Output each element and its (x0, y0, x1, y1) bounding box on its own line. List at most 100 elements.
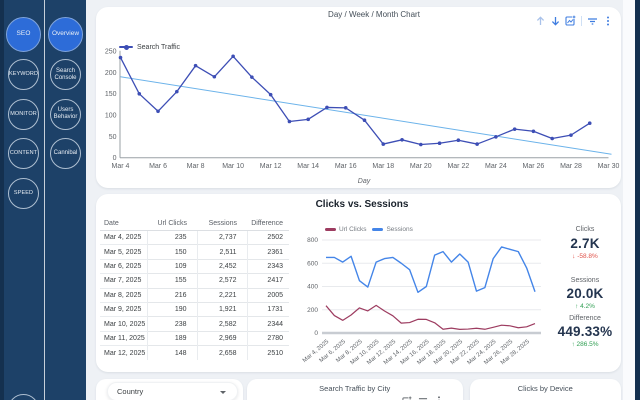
right-edge-strip (634, 0, 640, 400)
table-cell: 2,969 (196, 330, 247, 346)
svg-text:Mar 12: Mar 12 (260, 163, 282, 170)
table-cell: 2,658 (196, 345, 247, 361)
stat-value-sessions: 20.0K (566, 286, 604, 302)
sidebar-item-hidden[interactable] (8, 394, 39, 400)
sidebar-item-label: SEO (16, 30, 31, 38)
table-cell: 235 (146, 229, 197, 245)
stat-value-difference: 449.33% (557, 324, 613, 340)
svg-text:400: 400 (307, 284, 318, 291)
svg-text:Mar 30: Mar 30 (598, 163, 620, 170)
svg-text:Mar 10: Mar 10 (222, 163, 244, 170)
city-card-toolbar (399, 395, 447, 400)
traffic-legend-label: Search Traffic (137, 43, 181, 51)
svg-text:Mar 6: Mar 6 (149, 163, 167, 170)
sidebar-item-overview[interactable]: Overview (48, 16, 83, 52)
svg-text:600: 600 (307, 260, 318, 267)
sidebar-item-label: Cannibal (53, 150, 78, 157)
sidebar-item-content[interactable]: CONTENT (8, 138, 39, 169)
svg-text:150: 150 (105, 91, 117, 98)
sort-descending-icon[interactable] (548, 15, 563, 27)
url-clicks-label: Url Clicks (339, 226, 367, 233)
table-cell: 2,221 (196, 287, 247, 303)
sidebar-item-users-behavior[interactable]: Users Behavior (50, 98, 81, 130)
country-dropdown[interactable]: Country (107, 381, 238, 400)
svg-text:Mar 4: Mar 4 (112, 163, 130, 170)
stat-delta-difference: ↑ 286.5% (571, 340, 599, 348)
legend-sessions: Sessions (372, 226, 413, 233)
table-cell: Mar 10, 2025 (100, 316, 147, 332)
table-cell: 2344 (246, 316, 289, 332)
filter-icon[interactable] (415, 395, 431, 400)
table-cell: Mar 9, 2025 (100, 301, 147, 317)
dropdown-caret-icon (220, 390, 226, 394)
svg-text:Mar 20: Mar 20 (410, 163, 432, 170)
table-row: Mar 7, 2025 155 2,572 2417 (100, 273, 289, 289)
svg-text:Mar 24: Mar 24 (485, 163, 507, 170)
svg-text:Mar 14: Mar 14 (297, 163, 319, 170)
sidebar-item-label: CONTENT (9, 150, 38, 157)
search-traffic-chart: 0 50 100 150 200 250 Mar 4 Mar 6 Mar 8 Mar 10 Mar … (105, 48, 620, 170)
table-cell: 2,452 (196, 258, 247, 274)
stat-value-clicks: 2.7K (570, 236, 600, 252)
traffic-by-city-card: Search Traffic by City (246, 378, 463, 400)
sidebar-item-speed[interactable]: SPEED (8, 177, 39, 209)
table-cell: 2510 (246, 345, 289, 361)
more-options-icon[interactable] (600, 15, 615, 27)
table-cell: 2,737 (196, 229, 247, 245)
table-cell: 2343 (246, 258, 289, 274)
sidebar-item-cannibal[interactable]: Cannibal (50, 138, 81, 169)
table-cell: 109 (146, 258, 197, 274)
sidebar-primary: SEO KEYWORD MONITOR CONTENT SPEED (4, 0, 44, 400)
toolbar-separator (581, 15, 582, 26)
table-cell: Mar 7, 2025 (100, 273, 147, 289)
stat-label-sessions: Sessions (570, 276, 600, 284)
more-options-icon[interactable] (431, 395, 447, 400)
table-cell: 2,511 (196, 244, 247, 260)
legend-url-clicks: Url Clicks (325, 226, 366, 233)
stat-label-difference: Difference (569, 315, 601, 323)
traffic-legend-marker (119, 44, 133, 50)
table-cell: 216 (146, 287, 197, 303)
svg-text:Mar 26: Mar 26 (523, 163, 545, 170)
scrollbar-track[interactable] (622, 0, 635, 400)
export-image-icon[interactable] (399, 395, 415, 400)
clicks-by-device-card: Clicks by Device (469, 378, 621, 400)
table-cell: Mar 8, 2025 (100, 287, 147, 303)
svg-text:50: 50 (109, 133, 117, 140)
filter-icon[interactable] (585, 15, 600, 27)
svg-text:0: 0 (314, 330, 318, 337)
clicks-sessions-title: Clicks vs. Sessions (315, 199, 409, 210)
sidebar-item-seo[interactable]: SEO (6, 16, 41, 52)
table-cell: 190 (146, 301, 197, 317)
table-cell: 2,572 (196, 273, 247, 289)
table-row: Mar 11, 2025 189 2,969 2780 (100, 330, 289, 346)
table-cell: 155 (146, 273, 197, 289)
sidebar-divider (43, 0, 45, 400)
table-cell: 1731 (246, 301, 289, 317)
export-image-icon[interactable] (563, 15, 578, 27)
traffic-chart-card: Day / Week / Month Chart (96, 6, 621, 188)
sidebar-item-monitor[interactable]: MONITOR (8, 98, 39, 130)
svg-text:Mar 28: Mar 28 (560, 163, 582, 170)
table-row: Mar 4, 2025 235 2,737 2502 (100, 229, 289, 245)
sidebar-item-label: Overview (51, 30, 80, 38)
sidebar-item-search-console[interactable]: Search Console (50, 59, 81, 90)
table-row: Mar 5, 2025 150 2,511 2361 (100, 244, 289, 260)
table-cell: Mar 4, 2025 (100, 229, 147, 245)
table-cell: 148 (146, 345, 197, 361)
sidebar-item-keyword[interactable]: KEYWORD (8, 59, 39, 90)
svg-text:200: 200 (307, 307, 318, 314)
table-cell: 1,921 (196, 301, 247, 317)
stat-delta-sessions: ↑ 4.2% (575, 302, 595, 310)
table-row: Mar 8, 2025 216 2,221 2005 (100, 287, 289, 303)
sort-ascending-icon[interactable] (533, 15, 548, 27)
table-cell: 238 (146, 316, 197, 332)
table-cell: Mar 6, 2025 (100, 258, 147, 274)
svg-text:Mar 16: Mar 16 (335, 163, 357, 170)
sessions-label: Sessions (386, 226, 413, 233)
clicks-sessions-card: Clicks vs. Sessions Date Url Clicks Sess… (96, 194, 621, 372)
traffic-by-city-title: Search Traffic by City (319, 383, 391, 393)
svg-text:100: 100 (105, 112, 117, 119)
